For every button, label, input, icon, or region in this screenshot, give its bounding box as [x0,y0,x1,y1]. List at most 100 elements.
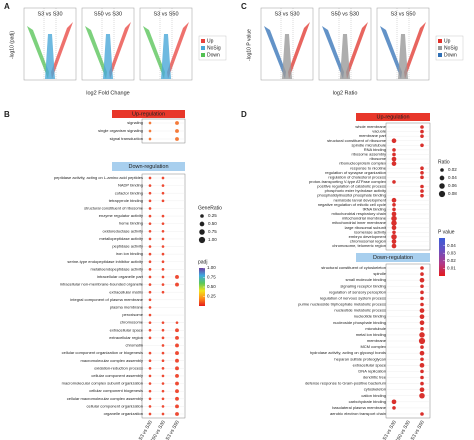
dot [392,203,396,207]
term-label: peroxisome [122,312,143,317]
volcano-cloud [346,22,368,79]
dot [420,381,424,386]
dot [161,268,165,271]
term-label: peptidase activity, acting on L-amino ac… [54,175,143,180]
dot [161,176,165,180]
dot [161,245,165,248]
dot [420,290,424,295]
term-label: cellular component organization or bioge… [62,350,143,355]
color-legend-title: padj [198,259,207,265]
term-label: regulation of nervous system process [320,295,386,300]
legend-label: Down [444,52,457,58]
dot [420,193,424,198]
legend-swatch [438,39,442,43]
dot [148,382,152,385]
dot [161,275,165,279]
term-label: cellular component biogenesis [89,388,143,393]
dot [161,351,165,355]
dot [148,328,152,332]
legend-swatch [201,39,205,43]
dot [148,306,152,309]
volcano-cloud [380,26,402,79]
dot [392,230,396,235]
dot [161,214,165,218]
dot [161,367,165,370]
dot [175,396,179,401]
x-axis-label: log2 Ratio [333,90,358,96]
volcano-cloud [51,22,73,79]
subplot-title: S3 vs S30 [37,11,62,17]
volcano-cloud [288,22,310,79]
legend-label: Down [207,52,220,58]
term-label: oxidoreductase activity [103,228,143,233]
term-label: NADP binding [118,183,143,188]
dot [148,222,152,225]
dot [391,234,397,240]
dot [161,382,165,385]
dot [148,191,152,195]
dot [148,252,152,256]
section-header [356,113,430,121]
subplot-title: S3 vs S50 [390,11,415,17]
term-label: large ribosomal subunit [345,225,387,230]
dot [419,392,425,399]
term-label: small molecule binding [346,277,386,282]
panel-letter: C [241,2,247,11]
dot [420,175,424,180]
term-label: ribonucleoprotein complex [339,161,386,166]
section-header [356,253,430,262]
panel-letter: A [4,2,10,11]
term-label: hydrolase activity, acting on glycosyl b… [310,350,386,355]
term-label: cellular component organization [87,403,143,408]
size-legend-label: 0.08 [448,191,457,196]
dot [175,374,179,378]
term-label: basolateral plasma membrane [332,405,387,410]
term-label: tetrapyrrole binding [109,198,143,203]
legend-swatch [438,53,442,57]
term-label: aerobic electron transport chain [330,411,386,416]
dot [392,207,396,212]
size-legend-dot [439,183,445,189]
term-label: signaling [127,120,143,125]
dot [420,357,424,362]
term-label: plasma membrane [110,304,144,309]
term-label: intracellular non-membrane-bounded organ… [60,282,144,287]
subplot-title: S50 vs S30 [94,11,122,17]
dot [420,189,424,193]
term-label: positive regulation of catabolic process [317,184,386,189]
color-tick-label: 0.04 [447,243,456,248]
dot [148,290,152,294]
dot [175,343,179,348]
dot [161,359,165,363]
dot [175,389,179,394]
dot [420,375,424,380]
color-tick-label: 0.01 [447,266,456,271]
term-label: mitochondrial respiratory chain [332,211,386,216]
dot [148,374,152,378]
dot [148,412,152,416]
term-label: signal transduction [110,136,143,141]
panel-letter: B [4,110,10,119]
size-legend-title: Ratio [438,159,450,165]
subplot-title: S50 vs S30 [331,11,359,17]
x-tick-label: S3 vs S30 [138,419,154,440]
size-legend-label: 0.50 [208,221,217,226]
dot [419,320,425,326]
term-label: chromosomal region [350,238,386,243]
term-label: membrane [367,338,387,343]
dot [420,129,424,134]
dot [148,405,152,408]
size-legend-dot [199,229,205,235]
term-label: extracellular region [109,335,143,340]
dot [420,412,424,416]
volcano-cloud [85,26,107,79]
color-bar [439,238,445,276]
term-label: cofactor binding [115,190,143,195]
dot [391,156,397,162]
term-label: vacuole [372,129,387,134]
dot [420,134,424,138]
dot [161,290,165,294]
dot [420,170,424,175]
term-label: chromosome, telomeric region [332,243,386,248]
dot [391,161,397,166]
